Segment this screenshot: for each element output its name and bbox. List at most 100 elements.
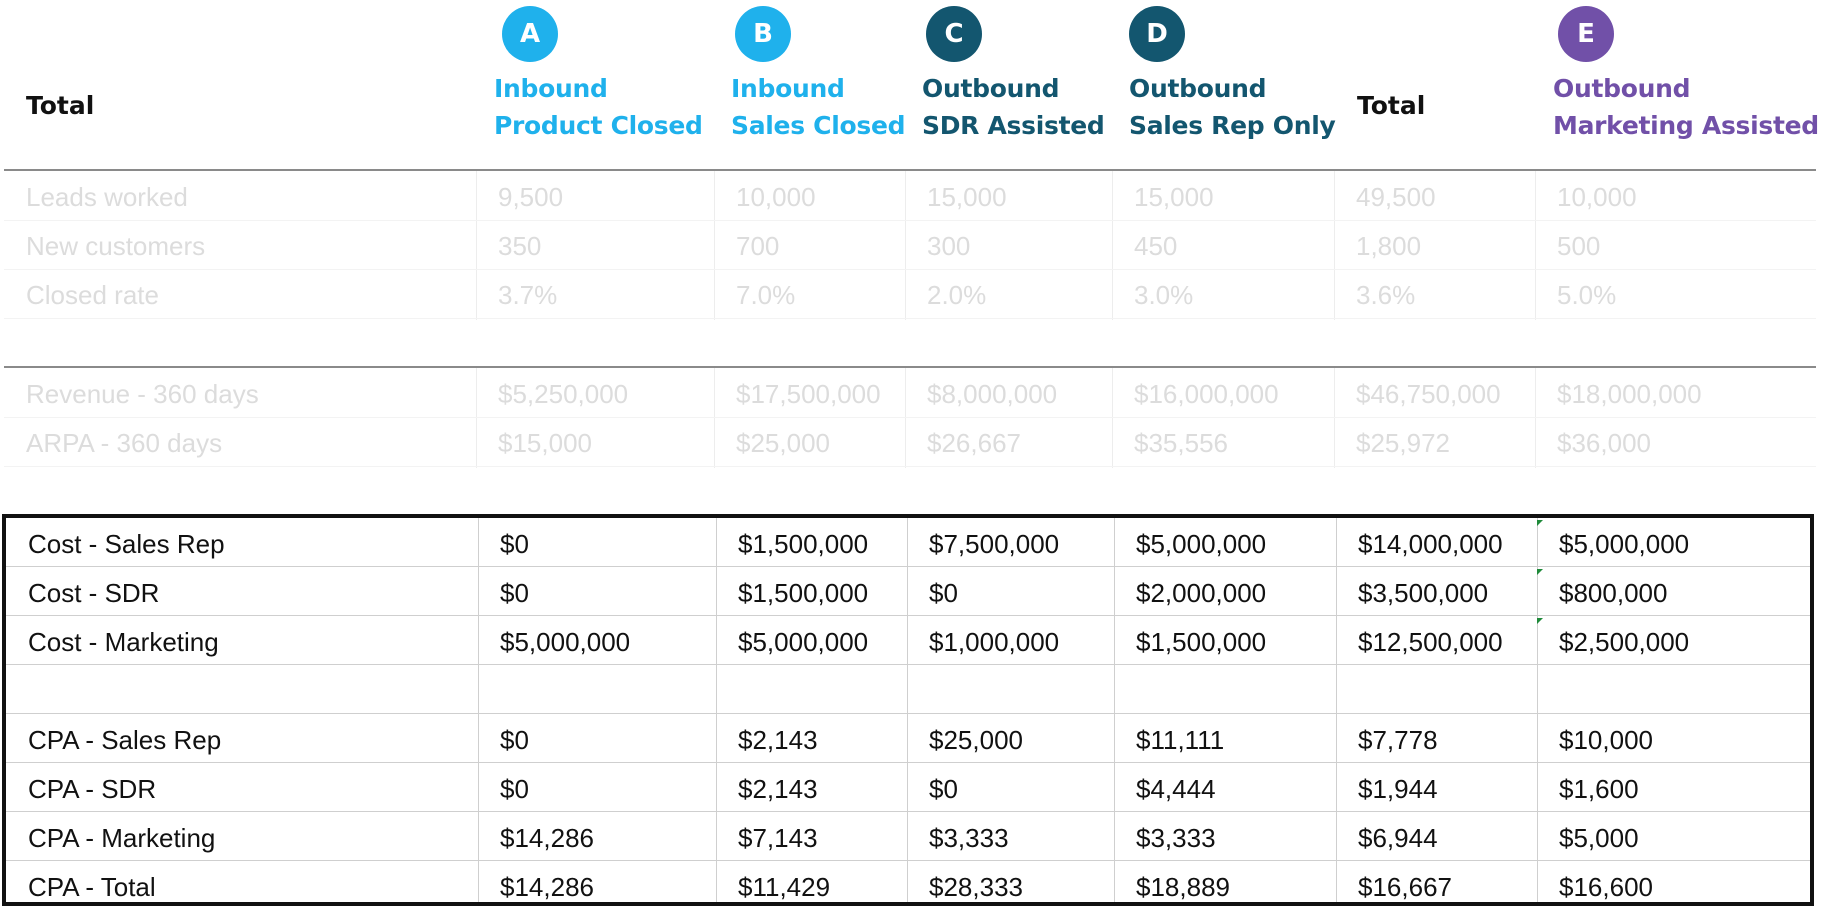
conversion-section: Leads worked 9,500 10,000 15,000 15,000 … — [4, 169, 1816, 320]
cell[interactable]: $7,500,000 — [929, 529, 1060, 559]
cell[interactable]: $16,000,000 — [1134, 379, 1279, 409]
cell[interactable]: $0 — [500, 725, 529, 755]
cell[interactable]: 15,000 — [927, 182, 1007, 212]
row-label: CPA - SDR — [28, 774, 157, 804]
cell[interactable]: 10,000 — [736, 182, 816, 212]
cell[interactable]: $5,250,000 — [498, 379, 629, 409]
cell[interactable]: $5,000,000 — [1136, 529, 1267, 559]
cell[interactable]: $18,889 — [1136, 872, 1230, 902]
row-label: Leads worked — [26, 182, 188, 212]
cell[interactable]: $17,500,000 — [736, 379, 881, 409]
header-row-label: Total — [26, 91, 95, 120]
cell[interactable]: $14,000,000 — [1358, 529, 1503, 559]
cell[interactable]: $5,000,000 — [1559, 529, 1690, 559]
cell[interactable]: $1,000,000 — [929, 627, 1060, 657]
cell[interactable]: $3,500,000 — [1358, 578, 1489, 608]
badge-d: D — [1129, 6, 1185, 62]
cell[interactable]: $16,667 — [1358, 872, 1452, 902]
row-label: New customers — [26, 231, 206, 261]
cell[interactable]: 3.0% — [1134, 280, 1194, 310]
table-row-empty — [6, 665, 1810, 714]
cell[interactable]: $2,143 — [738, 725, 818, 755]
cell[interactable]: $3,333 — [1136, 823, 1216, 853]
cell[interactable]: $0 — [929, 578, 958, 608]
cell[interactable]: $25,972 — [1356, 428, 1450, 458]
cell[interactable]: $12,500,000 — [1358, 627, 1503, 657]
cell[interactable]: $2,143 — [738, 774, 818, 804]
cell[interactable]: $25,000 — [736, 428, 830, 458]
cell[interactable]: $7,778 — [1358, 725, 1438, 755]
cell[interactable]: 7.0% — [736, 280, 796, 310]
cell[interactable]: $6,944 — [1358, 823, 1438, 853]
row-label: ARPA - 360 days — [26, 428, 223, 458]
cell[interactable]: $5,000 — [1559, 823, 1639, 853]
cell[interactable]: $35,556 — [1134, 428, 1228, 458]
cell[interactable]: $11,429 — [738, 872, 831, 902]
column-title-a: Inbound Product Closed — [494, 74, 703, 140]
cell[interactable]: 700 — [736, 231, 780, 261]
cell[interactable]: $0 — [500, 774, 529, 804]
badge-a: A — [502, 6, 558, 62]
table-row: CPA - SDR $0 $2,143 $0 $4,444 $1,944 $1,… — [6, 763, 1810, 812]
cell[interactable]: $2,500,000 — [1559, 627, 1690, 657]
cell[interactable]: $36,000 — [1557, 428, 1651, 458]
cell[interactable]: $16,600 — [1559, 872, 1653, 902]
comment-marker[interactable] — [1537, 618, 1543, 624]
row-label: Cost - Sales Rep — [28, 529, 225, 559]
table-row: CPA - Marketing $14,286 $7,143 $3,333 $3… — [6, 812, 1810, 861]
cell[interactable]: 500 — [1557, 231, 1601, 261]
comment-marker[interactable] — [1537, 520, 1543, 526]
cell[interactable]: 15,000 — [1134, 182, 1214, 212]
cell[interactable]: $14,286 — [500, 872, 594, 902]
cell[interactable]: $18,000,000 — [1557, 379, 1702, 409]
cell[interactable]: $8,000,000 — [927, 379, 1058, 409]
row-label: Revenue - 360 days — [26, 379, 259, 409]
cell[interactable]: $800,000 — [1559, 578, 1668, 608]
table-row: Cost - Marketing $5,000,000 $5,000,000 $… — [6, 616, 1810, 665]
comment-marker[interactable] — [1537, 569, 1543, 575]
cell[interactable]: $3,333 — [929, 823, 1009, 853]
cell[interactable]: $26,667 — [927, 428, 1021, 458]
cell[interactable]: $0 — [500, 529, 529, 559]
cell[interactable]: $7,143 — [738, 823, 818, 853]
table-row: CPA - Total $14,286 $11,429 $28,333 $18,… — [6, 861, 1810, 910]
column-title-b: Inbound Sales Closed — [731, 74, 906, 140]
row-label — [6, 665, 28, 714]
row-label: CPA - Sales Rep — [28, 725, 222, 755]
cell[interactable]: $1,944 — [1358, 774, 1438, 804]
cell[interactable]: $0 — [500, 578, 529, 608]
cell[interactable]: 3.7% — [498, 280, 558, 310]
cell[interactable]: $46,750,000 — [1356, 379, 1501, 409]
cell[interactable]: 5.0% — [1557, 280, 1617, 310]
cell[interactable]: $1,500,000 — [738, 578, 869, 608]
badge-e: E — [1558, 6, 1614, 62]
cell[interactable]: $1,500,000 — [1136, 627, 1267, 657]
row-label: Closed rate — [26, 280, 159, 310]
cell[interactable]: $28,333 — [929, 872, 1023, 902]
cell[interactable]: $4,444 — [1136, 774, 1216, 804]
cell[interactable]: 1,800 — [1356, 231, 1422, 261]
cell[interactable]: $2,000,000 — [1136, 578, 1267, 608]
cell[interactable]: 450 — [1134, 231, 1178, 261]
cell[interactable]: $14,286 — [500, 823, 594, 853]
cell[interactable]: $1,500,000 — [738, 529, 869, 559]
cell[interactable]: 300 — [927, 231, 971, 261]
cell[interactable]: 2.0% — [927, 280, 987, 310]
cell[interactable]: $25,000 — [929, 725, 1023, 755]
cell[interactable]: 10,000 — [1557, 182, 1637, 212]
cell[interactable]: $1,600 — [1559, 774, 1639, 804]
cell[interactable]: $15,000 — [498, 428, 592, 458]
cell[interactable]: $10,000 — [1559, 725, 1653, 755]
table-row: Closed rate 3.7% 7.0% 2.0% 3.0% 3.6% 5.0… — [4, 269, 1816, 319]
cell[interactable]: 350 — [498, 231, 542, 261]
cell[interactable]: $11,111 — [1136, 725, 1225, 755]
cell[interactable]: 49,500 — [1356, 182, 1436, 212]
cell[interactable]: $5,000,000 — [500, 627, 631, 657]
cell[interactable]: $5,000,000 — [738, 627, 869, 657]
cell[interactable]: $0 — [929, 774, 958, 804]
cell[interactable]: 3.6% — [1356, 280, 1416, 310]
column-title-c: Outbound SDR Assisted — [922, 74, 1105, 140]
cell[interactable]: 9,500 — [498, 182, 564, 212]
row-label: CPA - Total — [28, 872, 156, 902]
